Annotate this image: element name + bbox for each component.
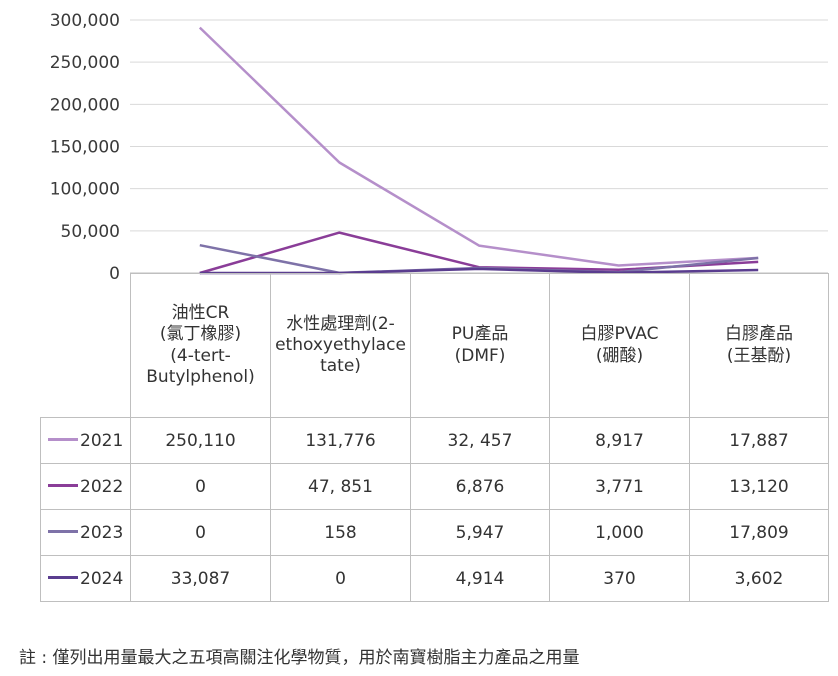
table-row: 2022 0 47, 851 6,876 3,771 13,120 <box>40 463 829 510</box>
gridlines <box>130 19 828 232</box>
data-cell: 33,087 <box>130 555 271 602</box>
data-cell: 32, 457 <box>410 417 550 464</box>
data-cell: 8,917 <box>549 417 690 464</box>
category-label-line: (王基酚) <box>726 345 792 366</box>
data-cell: 250,110 <box>130 417 271 464</box>
data-cell: 3,771 <box>549 463 690 510</box>
table-row: 2021 250,110 131,776 32, 457 8,917 17,887 <box>40 417 829 464</box>
category-label-line: (氯丁橡膠) <box>159 324 242 345</box>
y-tick-label: 250,000 <box>50 53 120 73</box>
data-cell: 3,602 <box>689 555 829 602</box>
y-tick-label: 200,000 <box>50 95 120 115</box>
data-cell: 47, 851 <box>270 463 411 510</box>
legend-label: 2023 <box>80 522 124 543</box>
category-label-line: 油性CR <box>171 303 230 323</box>
category-label-line: 白膠產品 <box>725 324 793 345</box>
table-corner <box>40 273 131 418</box>
data-cell: 158 <box>270 509 411 556</box>
table-row: 2023 0 158 5,947 1,000 17,809 <box>40 509 829 556</box>
data-cell: 0 <box>130 463 271 510</box>
category-label-line: Butylphenol) <box>146 366 255 387</box>
legend-cell: 2022 <box>40 463 131 510</box>
data-cell: 6,876 <box>410 463 550 510</box>
legend-cell: 2023 <box>40 509 131 556</box>
legend-label: 2022 <box>80 476 124 497</box>
series-line-2021 <box>198 26 759 267</box>
y-axis-ticks: 050,000100,000150,000200,000250,000300,0… <box>50 11 120 284</box>
data-cell: 4,914 <box>410 555 550 602</box>
data-cell: 5,947 <box>410 509 550 556</box>
y-tick-label: 50,000 <box>61 222 120 242</box>
y-tick-label: 100,000 <box>50 180 120 200</box>
category-label: 油性CR (氯丁橡膠) (4-tert- Butylphenol) <box>130 273 271 418</box>
y-tick-label: 150,000 <box>50 138 120 158</box>
category-label-line: (硼酸) <box>595 345 644 366</box>
table-row: 2024 33,087 0 4,914 370 3,602 <box>40 555 829 602</box>
data-cell: 370 <box>549 555 690 602</box>
data-cell: 17,887 <box>689 417 829 464</box>
data-cell: 13,120 <box>689 463 829 510</box>
legend-swatch <box>48 484 78 487</box>
category-label: PU產品 (DMF) <box>410 273 550 418</box>
series-lines <box>198 26 759 275</box>
data-cell: 1,000 <box>549 509 690 556</box>
legend-swatch <box>48 576 78 579</box>
legend-swatch <box>48 438 78 441</box>
category-label-line: (DMF) <box>454 345 506 366</box>
category-label-line: 白膠PVAC <box>580 324 659 345</box>
data-cell: 131,776 <box>270 417 411 464</box>
category-label-line: (4-tert- <box>170 345 231 366</box>
category-label-line: 水性處理劑(2- <box>286 313 395 334</box>
category-header-row: 油性CR (氯丁橡膠) (4-tert- Butylphenol) 水性處理劑(2- et… <box>40 273 829 418</box>
category-label: 白膠產品 (王基酚) <box>689 273 829 418</box>
legend-swatch <box>48 530 78 533</box>
category-label-line: tate) <box>320 356 361 377</box>
category-label: 水性處理劑(2- ethoxyethylace tate) <box>270 273 411 418</box>
legend-label: 2024 <box>80 568 124 589</box>
legend-cell: 2024 <box>40 555 131 602</box>
line-chart: 050,000100,000150,000200,000250,000300,0… <box>50 11 828 284</box>
category-label: 白膠PVAC (硼酸) <box>549 273 690 418</box>
legend-cell: 2021 <box>40 417 131 464</box>
data-cell: 0 <box>130 509 271 556</box>
data-cell: 0 <box>270 555 411 602</box>
footnote: 註 : 僅列出用量最大之五項高關注化學物質，用於南寶樹脂主力產品之用量 <box>19 648 580 668</box>
y-tick-label: 300,000 <box>50 11 120 31</box>
data-table: 油性CR (氯丁橡膠) (4-tert- Butylphenol) 水性處理劑(2- et… <box>40 273 829 602</box>
category-label-line: PU產品 <box>451 324 509 345</box>
data-cell: 17,809 <box>689 509 829 556</box>
legend-label: 2021 <box>80 430 124 451</box>
category-label-line: ethoxyethylace <box>275 334 406 355</box>
